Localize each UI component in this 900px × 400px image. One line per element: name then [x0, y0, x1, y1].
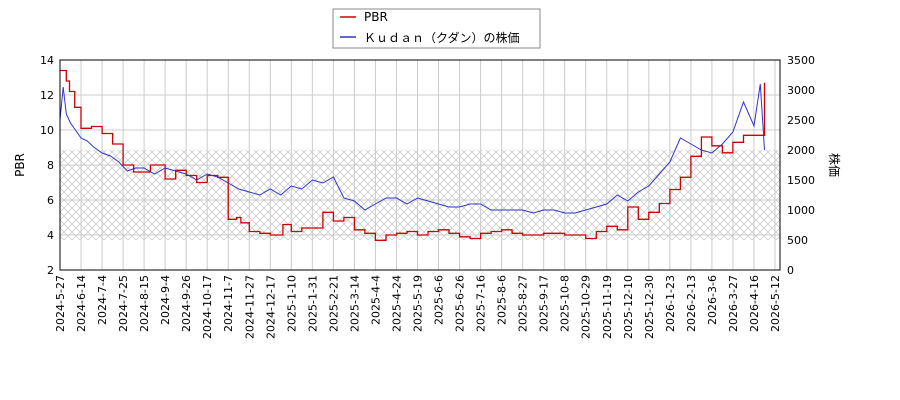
- legend: PBR Ｋｕｄａｎ（クダン）の株価: [332, 8, 541, 49]
- x-tick-label: 2024-11-27: [243, 275, 256, 339]
- x-tick-label: 2024-9-26: [180, 275, 193, 332]
- x-tick-label: 2025-2-21: [327, 275, 340, 332]
- right-axis-ticks: 0 500 1000 1500 2000 2500 3000 3500: [787, 54, 815, 277]
- x-tick-label: 2024-7-4: [96, 275, 109, 325]
- right-tick-label: 0: [787, 264, 794, 277]
- stock-price-line: [60, 83, 765, 214]
- legend-box: [332, 8, 541, 49]
- x-tick-label: 2026-1-23: [664, 275, 677, 332]
- y-axis-label-right: 株価: [827, 153, 842, 177]
- x-tick-label: 2025-1-10: [285, 275, 298, 332]
- x-tick-label: 2025-6-6: [433, 275, 446, 325]
- x-axis-ticks: 2024-5-27 2024-6-14 2024-7-4 2024-7-25 2024-…: [54, 275, 782, 339]
- right-tick-label: 3000: [787, 84, 815, 97]
- x-tick-label: 2025-4-24: [390, 275, 403, 332]
- x-tick-label: 2026-4-16: [748, 275, 761, 332]
- left-tick-label: 4: [47, 229, 54, 242]
- x-tick-label: 2025-10-8: [559, 275, 572, 332]
- legend-label-pbr: PBR: [364, 10, 388, 24]
- x-tick-label: 2024-5-27: [54, 275, 67, 332]
- x-tick-label: 2026-3-6: [706, 275, 719, 325]
- x-tick-label: 2025-10-29: [580, 275, 593, 339]
- right-tick-label: 1000: [787, 204, 815, 217]
- legend-label-price: Ｋｕｄａｎ（クダン）の株価: [364, 30, 520, 45]
- x-tick-label: 2025-5-19: [412, 275, 425, 332]
- right-tick-label: 3500: [787, 54, 815, 67]
- left-axis-ticks: 2 4 6 8 10 12 14: [40, 54, 54, 277]
- x-tick-label: 2024-8-15: [138, 275, 151, 332]
- right-tick-label: 2000: [787, 144, 815, 157]
- left-tick-label: 8: [47, 159, 54, 172]
- right-tick-label: 2500: [787, 114, 815, 127]
- left-tick-label: 14: [40, 54, 54, 67]
- left-tick-label: 6: [47, 194, 54, 207]
- x-tick-label: 2026-2-13: [685, 275, 698, 332]
- right-tick-label: 500: [787, 234, 808, 247]
- x-tick-label: 2026-3-27: [727, 275, 740, 332]
- x-tick-label: 2025-7-16: [475, 275, 488, 332]
- x-tick-label: 2025-4-4: [369, 275, 382, 325]
- x-tick-label: 2025-9-17: [538, 275, 551, 332]
- x-tick-label: 2025-8-27: [517, 275, 530, 332]
- hatch-band: [60, 150, 780, 240]
- x-tick-label: 2024-11-7: [222, 275, 235, 332]
- series-lines: [60, 69, 766, 241]
- x-tick-label: 2025-3-14: [348, 275, 361, 332]
- x-tick-label: 2025-6-26: [454, 275, 467, 332]
- left-tick-label: 10: [40, 124, 54, 137]
- left-tick-label: 2: [47, 264, 54, 277]
- x-tick-label: 2024-10-17: [201, 275, 214, 339]
- x-tick-label: 2025-1-31: [306, 275, 319, 332]
- x-tick-label: 2025-12-30: [643, 275, 656, 339]
- plot-border: [59, 59, 781, 271]
- pbr-line: [60, 69, 766, 241]
- right-tick-label: 1500: [787, 174, 815, 187]
- x-tick-label: 2024-6-14: [75, 275, 88, 332]
- x-tick-label: 2024-9-4: [159, 275, 172, 325]
- x-tick-label: 2025-11-19: [601, 275, 614, 339]
- y-axis-label-left: PBR: [13, 153, 27, 177]
- x-tick-label: 2025-12-10: [622, 275, 635, 339]
- x-tick-label: 2025-8-6: [496, 275, 509, 325]
- x-tick-label: 2026-5-12: [769, 275, 782, 332]
- left-tick-label: 12: [40, 89, 54, 102]
- x-tick-label: 2024-7-25: [117, 275, 130, 332]
- x-tick-label: 2024-12-17: [264, 275, 277, 339]
